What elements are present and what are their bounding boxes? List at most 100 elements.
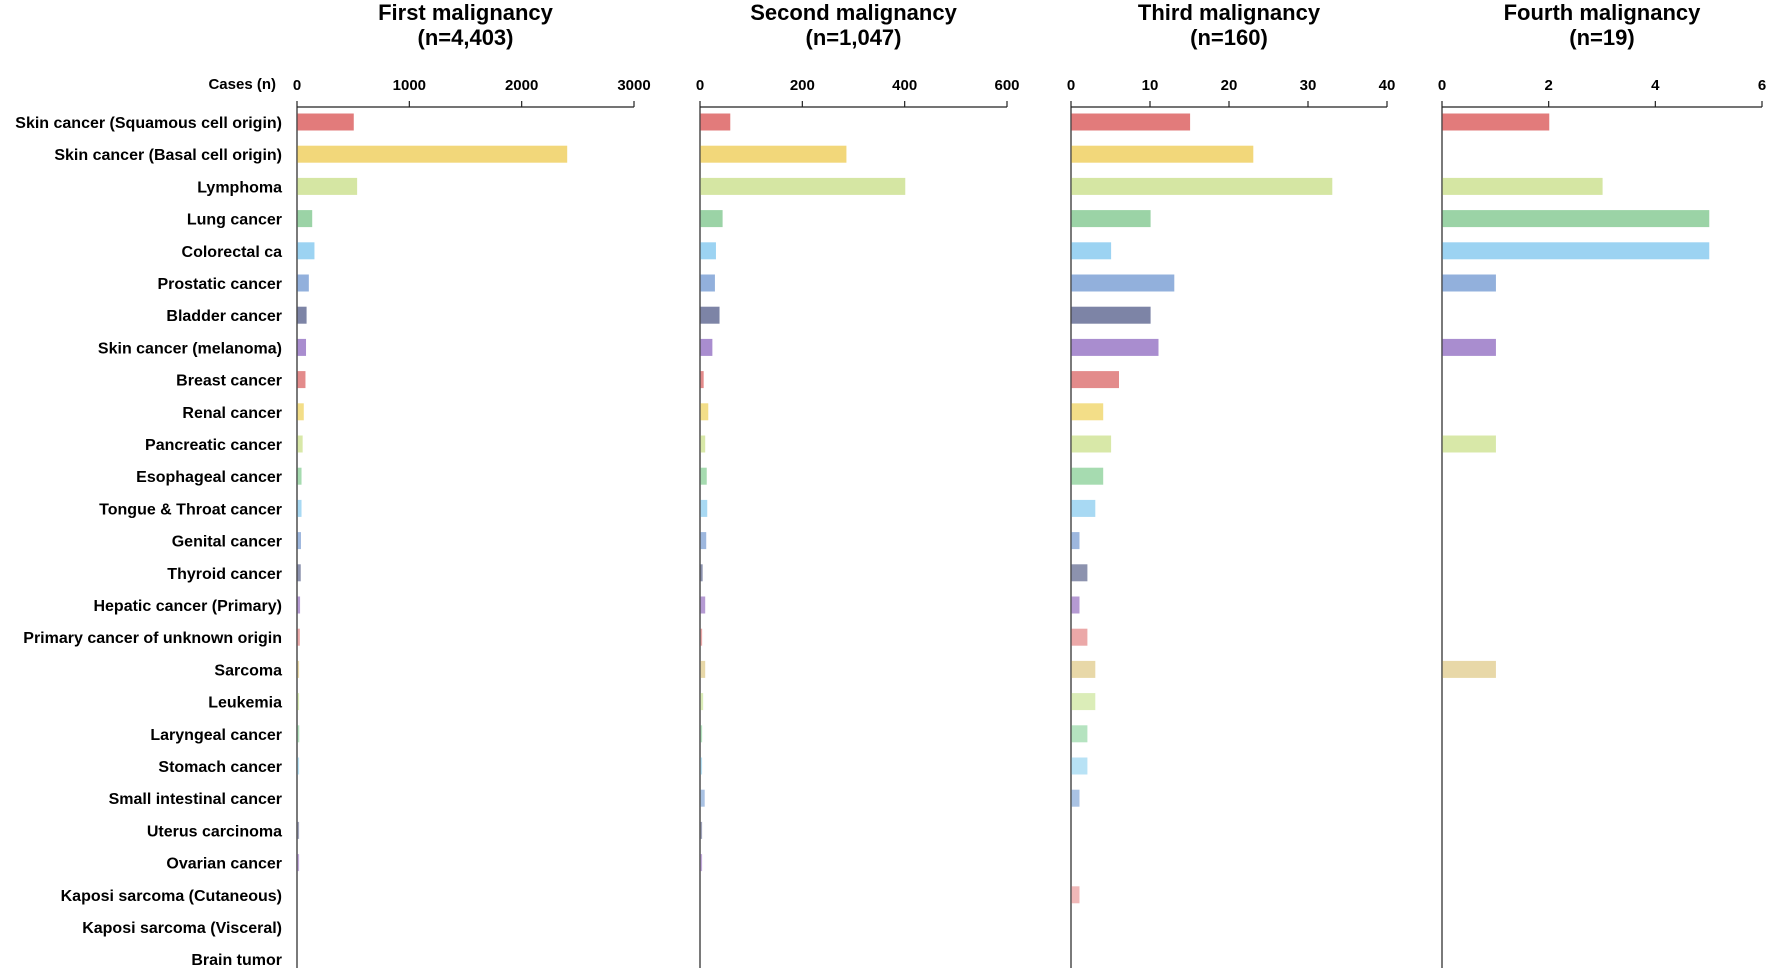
- panel-title: First malignancy: [378, 0, 554, 25]
- x-tick-label: 2000: [505, 77, 538, 94]
- bar: [297, 338, 307, 356]
- bar: [700, 145, 847, 163]
- bar: [1442, 660, 1496, 678]
- category-label: Thyroid cancer: [167, 566, 282, 583]
- bar: [297, 467, 302, 485]
- bar: [1071, 177, 1333, 195]
- category-label: Breast cancer: [176, 373, 282, 390]
- bar: [700, 628, 703, 646]
- panel-subtitle: (n=19): [1569, 25, 1634, 50]
- bar: [1071, 757, 1088, 775]
- bar: [297, 628, 300, 646]
- bar: [700, 725, 703, 743]
- bar: [1071, 660, 1096, 678]
- bar: [1442, 274, 1496, 292]
- bar: [700, 177, 906, 195]
- bar: [700, 338, 713, 356]
- x-tick-label: 2: [1544, 77, 1552, 94]
- category-label: Skin cancer (Basal cell origin): [54, 147, 282, 164]
- panel-subtitle: (n=1,047): [806, 25, 902, 50]
- x-tick-label: 600: [994, 77, 1019, 94]
- bar: [700, 371, 704, 389]
- bar: [700, 113, 731, 131]
- bar: [700, 403, 709, 421]
- category-label: Stomach cancer: [158, 759, 282, 776]
- bar: [1071, 693, 1096, 711]
- bar: [1442, 338, 1496, 356]
- x-tick-label: 20: [1221, 77, 1238, 94]
- bar: [297, 145, 568, 163]
- chart-panel: Third malignancy(n=160) 0 10 20 30 40: [1067, 0, 1396, 968]
- bar: [1071, 210, 1151, 228]
- x-tick-label: 10: [1142, 77, 1159, 94]
- panel-subtitle: (n=4,403): [418, 25, 514, 50]
- category-label: Ovarian cancer: [166, 856, 282, 873]
- bar: [1071, 306, 1151, 324]
- bar: [700, 242, 716, 260]
- category-label: Lymphoma: [197, 179, 282, 196]
- x-tick-label: 400: [892, 77, 917, 94]
- x-tick-label: 0: [696, 77, 704, 94]
- category-label: Hepatic cancer (Primary): [93, 598, 282, 615]
- category-label: Primary cancer of unknown origin: [23, 630, 282, 647]
- bar: [297, 660, 300, 678]
- chart-panels: First malignancy(n=4,403)0 1000 2000 3000Se…: [293, 0, 1766, 968]
- bar: [700, 821, 703, 839]
- category-label: Skin cancer (Squamous cell origin): [15, 115, 282, 132]
- bar: [1442, 177, 1603, 195]
- bar: [700, 435, 706, 453]
- category-labels: Skin cancer (Squamous cell origin) Skin c…: [15, 115, 282, 969]
- category-label: Pancreatic cancer: [145, 437, 282, 454]
- category-label: Uterus carcinoma: [147, 823, 282, 840]
- x-tick-label: 6: [1758, 77, 1766, 94]
- x-tick-label: 4: [1651, 77, 1660, 94]
- bar: [1071, 403, 1104, 421]
- bar: [1071, 145, 1254, 163]
- bar: [1071, 532, 1080, 550]
- x-tick-label: 40: [1379, 77, 1396, 94]
- x-tick-label: 0: [293, 77, 301, 94]
- category-label: Leukemia: [208, 695, 282, 712]
- category-label: Kaposi sarcoma (Cutaneous): [61, 888, 282, 905]
- panel-subtitle: (n=160): [1190, 25, 1268, 50]
- panel-title: Fourth malignancy: [1504, 0, 1702, 25]
- bar: [297, 177, 358, 195]
- bar: [700, 467, 707, 485]
- bar: [1071, 274, 1175, 292]
- category-label: Bladder cancer: [166, 308, 282, 325]
- bar: [700, 564, 703, 582]
- bar: [1442, 113, 1550, 131]
- category-label: Genital cancer: [172, 534, 282, 551]
- bar: [297, 306, 307, 324]
- bar: [1071, 435, 1112, 453]
- category-label: Skin cancer (melanoma): [98, 340, 282, 357]
- bar: [1071, 596, 1080, 614]
- bar: [1071, 628, 1088, 646]
- x-tick-label: 200: [790, 77, 815, 94]
- x-tick-label: 0: [1438, 77, 1446, 94]
- bar: [297, 242, 315, 260]
- bar: [700, 499, 708, 517]
- category-label: Small intestinal cancer: [109, 791, 282, 808]
- bar: [297, 564, 301, 582]
- bar: [297, 854, 300, 872]
- bar: [1071, 886, 1080, 904]
- bar: [297, 113, 354, 131]
- bar: [297, 821, 300, 839]
- chart-panel: Fourth malignancy(n=19) 0 2 4 6: [1438, 0, 1766, 968]
- bar: [297, 210, 313, 228]
- bar: [700, 757, 703, 775]
- bar: [700, 596, 706, 614]
- bar: [700, 854, 703, 872]
- x-tick-label: 0: [1067, 77, 1075, 94]
- bar: [700, 274, 715, 292]
- panel-title: Second malignancy: [750, 0, 957, 25]
- bar: [700, 789, 705, 807]
- bar: [700, 306, 720, 324]
- bar: [297, 435, 303, 453]
- category-label: Laryngeal cancer: [150, 727, 282, 744]
- bar: [1071, 499, 1096, 517]
- bar: [1442, 242, 1710, 260]
- bar: [1071, 242, 1112, 260]
